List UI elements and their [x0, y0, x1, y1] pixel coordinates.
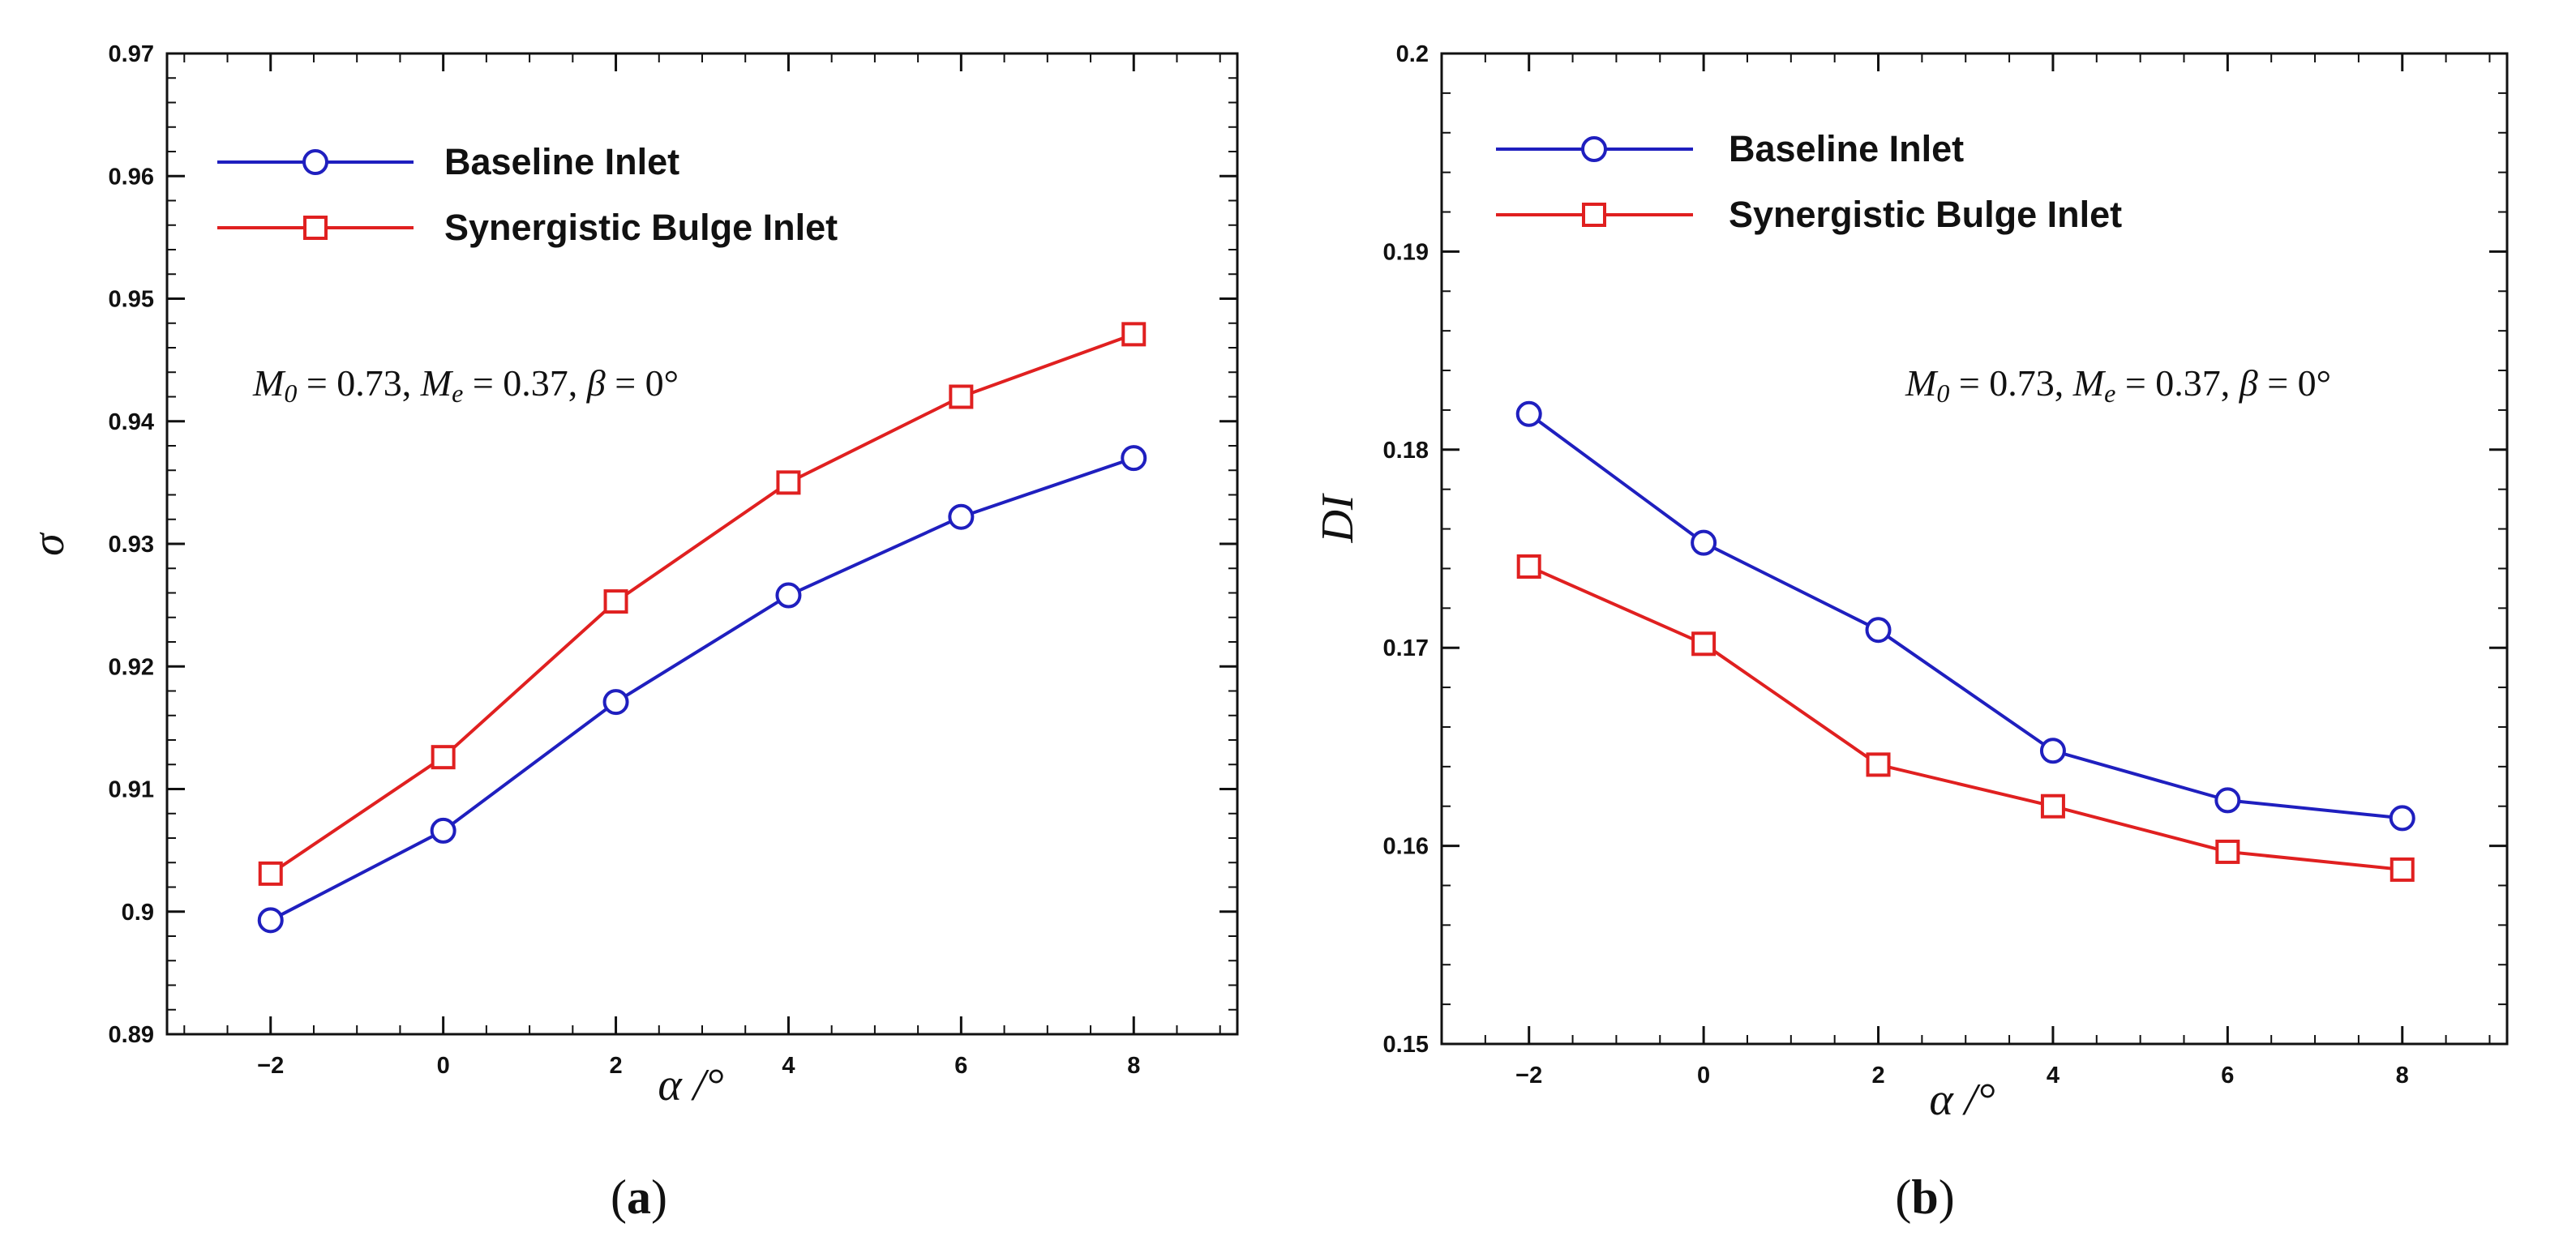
y-tick-label: 0.93 [109, 532, 154, 558]
x-tick-label: −2 [257, 1053, 284, 1079]
annotation-m0-a: 0.73 [336, 362, 402, 404]
series-line-baseline [269, 456, 1134, 922]
y-tick-label: 0.19 [1383, 239, 1429, 265]
x-tick-label: 2 [609, 1053, 622, 1079]
series-line-baseline [1528, 413, 2402, 820]
data-point-bulge [2215, 839, 2240, 864]
data-point-baseline [2039, 738, 2066, 764]
y-tick-labels-a: 0.89 0.9 0.91 0.92 0.93 0.94 0.95 0.96 0.97 [109, 41, 154, 1048]
panel-letter-b: b [1911, 1170, 1938, 1224]
data-point-baseline [602, 689, 629, 716]
data-point-bulge [258, 861, 283, 886]
x-tick-labels-b: −2 0 2 4 6 8 [1515, 1063, 2409, 1089]
x-tick-label: 8 [2396, 1063, 2409, 1089]
data-point-bulge [776, 470, 801, 495]
y-tick-label: 0.96 [109, 164, 154, 190]
legend-label-baseline-b: Baseline Inlet [1729, 128, 1964, 169]
data-point-bulge [2040, 793, 2065, 819]
y-tick-label: 0.18 [1383, 438, 1429, 464]
x-tick-label: 0 [1697, 1063, 1710, 1089]
series-a [257, 322, 1147, 934]
legend-a: Baseline Inlet Synergistic Bulge Inlet [217, 141, 838, 248]
data-point-bulge [1866, 752, 1891, 777]
panel-label-b: (b) [1895, 1170, 1954, 1224]
y-tick-label: 0.89 [109, 1022, 154, 1048]
legend-label-bulge-b: Synergistic Bulge Inlet [1729, 194, 2122, 235]
data-point-bulge [603, 589, 628, 614]
series-line-bulge [1528, 565, 2402, 871]
x-tick-label: 0 [437, 1053, 450, 1079]
legend-marker-baseline-b [1581, 136, 1607, 162]
data-point-baseline [948, 503, 975, 530]
legend-marker-bulge-b [1582, 203, 1606, 227]
data-point-baseline [430, 817, 456, 844]
y-tick-label: 0.97 [109, 41, 154, 67]
y-tick-labels-b: 0.15 0.16 0.17 0.18 0.19 0.2 [1383, 41, 1429, 1058]
x-tick-label: 4 [782, 1053, 795, 1079]
data-point-bulge [2390, 857, 2415, 882]
data-point-bulge [431, 745, 456, 770]
y-tick-label: 0.95 [109, 287, 154, 313]
legend-b: Baseline Inlet Synergistic Bulge Inlet [1496, 128, 2122, 235]
x-tick-label: −2 [1515, 1063, 1542, 1089]
y-tick-label: 0.91 [109, 777, 154, 803]
data-point-baseline [1691, 529, 1717, 556]
y-tick-label: 0.92 [109, 654, 154, 680]
x-tick-label: 6 [2221, 1063, 2234, 1089]
y-tick-label: 0.16 [1383, 834, 1429, 860]
legend-marker-baseline-a [302, 149, 328, 175]
series-b [1515, 400, 2415, 882]
data-point-bulge [1516, 554, 1541, 579]
annotation-me-b: 0.37 [2155, 362, 2221, 404]
x-tick-label: 6 [954, 1053, 967, 1079]
data-point-baseline [257, 907, 284, 934]
data-point-baseline [1865, 617, 1892, 644]
annotation-beta-b: 0° [2298, 362, 2331, 404]
y-tick-label: 0.94 [109, 409, 154, 435]
data-point-baseline [1121, 445, 1147, 472]
legend-label-bulge-a: Synergistic Bulge Inlet [444, 207, 838, 248]
x-axis-title-b: α /° [1929, 1075, 1995, 1125]
annotation-b: M0 = 0.73, Me = 0.37, β = 0° [1905, 362, 2331, 408]
plot-frame-b [1440, 52, 2509, 1046]
data-point-bulge [1691, 631, 1717, 657]
panel-b: −2 0 2 4 6 8 0.15 0.16 0.17 0.18 0.19 0.2 Baseline… [1313, 41, 2509, 1224]
panel-letter-a: a [627, 1170, 651, 1224]
x-tick-labels-a: −2 0 2 4 6 8 [257, 1053, 1140, 1079]
annotation-beta-a: 0° [645, 362, 679, 404]
data-point-baseline [2389, 805, 2415, 832]
x-tick-label: 4 [2047, 1063, 2060, 1089]
axis-ticks-a [167, 52, 1237, 1036]
annotation-me-a: 0.37 [503, 362, 568, 404]
y-tick-label: 0.2 [1396, 41, 1429, 67]
data-point-bulge [949, 384, 974, 409]
y-tick-label: 0.15 [1383, 1032, 1429, 1058]
data-point-baseline [2214, 787, 2241, 814]
axis-ticks-b [1442, 52, 2507, 1046]
panel-label-a: (a) [611, 1170, 667, 1224]
panel-a: −2 0 2 4 6 8 0.890.90.910.920.930.940.950.960… [24, 41, 1239, 1224]
y-axis-title-b: DI [1313, 493, 1363, 543]
data-point-baseline [1515, 400, 1542, 427]
data-point-bulge [1121, 322, 1147, 347]
x-axis-title-a: α /° [658, 1060, 723, 1110]
x-tick-label: 8 [1127, 1053, 1140, 1079]
annotation-a: M0 = 0.73, Me = 0.37, β = 0° [252, 362, 679, 408]
series-line-bulge [269, 332, 1134, 875]
y-tick-label: 0.9 [122, 900, 154, 926]
annotation-m0-b: 0.73 [1989, 362, 2055, 404]
y-tick-label: 0.17 [1383, 635, 1429, 661]
x-tick-label: 2 [1871, 1063, 1884, 1089]
legend-marker-bulge-a [303, 216, 328, 240]
data-point-baseline [775, 582, 802, 609]
y-axis-title-a: σ [24, 532, 74, 556]
legend-label-baseline-a: Baseline Inlet [444, 141, 679, 182]
